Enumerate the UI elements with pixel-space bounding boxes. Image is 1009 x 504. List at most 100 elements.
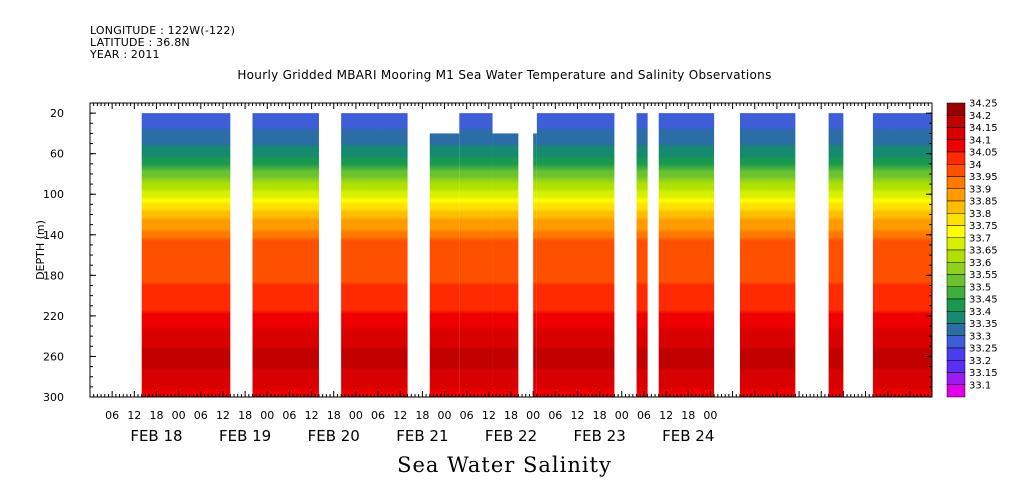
colorbar-label: 33.8 — [969, 209, 991, 220]
x-hour-label: 00 — [172, 409, 186, 422]
colorbar-swatch — [946, 225, 966, 238]
x-hour-label: 00 — [615, 409, 629, 422]
x-axis: 06 12 18 00 06 12 18 00 06 12 18 00 06 12 18 00 06 12 18 00… — [89, 103, 933, 445]
x-hour-label: 06 — [371, 409, 385, 422]
x-hour-label: 06 — [105, 409, 119, 422]
x-hour-label: 18 — [238, 409, 252, 422]
x-hour-label: 12 — [659, 409, 673, 422]
x-hour-label: 00 — [260, 409, 274, 422]
colorbar-swatch — [946, 213, 966, 226]
x-date-label: FEB 18 — [130, 427, 182, 445]
colorbar-swatch — [946, 347, 966, 361]
colorbar-label: 33.85 — [969, 197, 998, 208]
x-hour-label: 12 — [127, 409, 141, 422]
y-axis: 20 60 100 140 180 220 260 300 DEPTH (m) — [34, 102, 932, 404]
colorbar-label: 34.1 — [969, 135, 991, 146]
x-hour-label: 06 — [548, 409, 562, 422]
colorbar-label: 33.15 — [969, 368, 998, 379]
colorbar-swatch — [946, 176, 966, 189]
x-hour-label: 18 — [504, 409, 518, 422]
colorbar-swatch — [946, 188, 966, 202]
colorbar-swatch — [946, 127, 966, 140]
data-column-10 — [739, 113, 796, 397]
x-axis-title: Sea Water Salinity — [397, 453, 612, 477]
data-column-1 — [252, 113, 319, 397]
x-hour-label: 18 — [415, 409, 429, 422]
colorbar-swatch — [946, 164, 966, 177]
colorbar-label: 33.2 — [969, 356, 991, 367]
colorbar-legend: 34.2534.234.1534.134.053433.9533.933.853… — [946, 99, 998, 398]
x-hour-label: 06 — [460, 409, 474, 422]
colorbar-label: 34.05 — [969, 148, 998, 159]
colorbar-label: 34.25 — [969, 99, 998, 110]
data-column-2 — [341, 113, 408, 397]
y-tick-label: 140 — [43, 229, 64, 242]
colorbar-label: 33.9 — [969, 184, 991, 195]
x-hour-label: 18 — [681, 409, 695, 422]
x-hour-label: 12 — [216, 409, 230, 422]
x-date-label: FEB 19 — [219, 427, 271, 445]
data-column-4 — [459, 113, 493, 397]
colorbar-label: 34.2 — [969, 111, 991, 122]
colorbar-label: 33.1 — [969, 380, 991, 391]
data-column-12 — [872, 113, 932, 397]
colorbar-swatch — [946, 311, 966, 324]
colorbar-label: 33.7 — [969, 233, 991, 244]
x-hour-label: 00 — [526, 409, 540, 422]
colorbar-swatch — [946, 115, 966, 128]
colorbar-label: 33.25 — [969, 344, 998, 355]
colorbar-swatch — [946, 237, 966, 251]
longitude-label: LONGITUDE : 122W(-122) — [90, 24, 236, 37]
data-column-3 — [429, 133, 460, 397]
data-column-6 — [533, 133, 537, 397]
x-hour-label: 06 — [194, 409, 208, 422]
colorbar-swatch — [946, 102, 966, 116]
colorbar-swatch — [946, 360, 966, 373]
x-hour-label: 00 — [349, 409, 363, 422]
colorbar-label: 33.3 — [969, 331, 991, 342]
colorbar-swatch — [946, 298, 966, 312]
y-tick-label: 100 — [43, 188, 64, 201]
x-hour-label: 18 — [593, 409, 607, 422]
colorbar-label: 33.4 — [969, 307, 991, 318]
x-date-label: FEB 23 — [573, 427, 625, 445]
colorbar-swatch — [946, 151, 966, 165]
y-tick-label: 260 — [43, 350, 64, 363]
colorbar-swatch — [946, 384, 966, 398]
colorbar-swatch — [946, 139, 966, 153]
data-column-7 — [536, 113, 615, 397]
colorbar-label: 33.55 — [969, 270, 998, 281]
colorbar-swatch — [946, 335, 966, 349]
x-date-label: FEB 22 — [485, 427, 537, 445]
y-tick-label: 180 — [43, 269, 64, 282]
y-tick-label: 60 — [50, 148, 64, 161]
y-tick-label: 300 — [43, 391, 64, 404]
x-hour-label: 00 — [703, 409, 717, 422]
chart-title: Hourly Gridded MBARI Mooring M1 Sea Wate… — [237, 68, 772, 82]
x-hour-label: 12 — [570, 409, 584, 422]
colorbar-swatch — [946, 274, 966, 287]
colorbar-label: 33.65 — [969, 246, 998, 257]
y-axis-label: DEPTH (m) — [34, 220, 47, 280]
data-column-5 — [492, 133, 519, 397]
x-hour-label: 06 — [637, 409, 651, 422]
y-tick-label: 220 — [43, 310, 64, 323]
data-column-8 — [636, 113, 648, 397]
data-column-11 — [828, 113, 844, 397]
colorbar-label: 33.6 — [969, 258, 991, 269]
colorbar-swatch — [946, 200, 966, 214]
x-date-label: FEB 20 — [308, 427, 360, 445]
x-hour-label: 18 — [149, 409, 163, 422]
colorbar-swatch — [946, 286, 966, 300]
x-hour-label: 12 — [393, 409, 407, 422]
x-hour-label: 00 — [438, 409, 452, 422]
latitude-label: LATITUDE : 36.8N — [90, 36, 190, 49]
x-date-label: FEB 24 — [662, 427, 714, 445]
data-column-0 — [141, 113, 231, 397]
x-hour-label: 12 — [305, 409, 319, 422]
colorbar-label: 34.15 — [969, 123, 998, 134]
x-hour-label: 06 — [282, 409, 296, 422]
x-hour-label: 12 — [482, 409, 496, 422]
data-column-9 — [658, 113, 715, 397]
